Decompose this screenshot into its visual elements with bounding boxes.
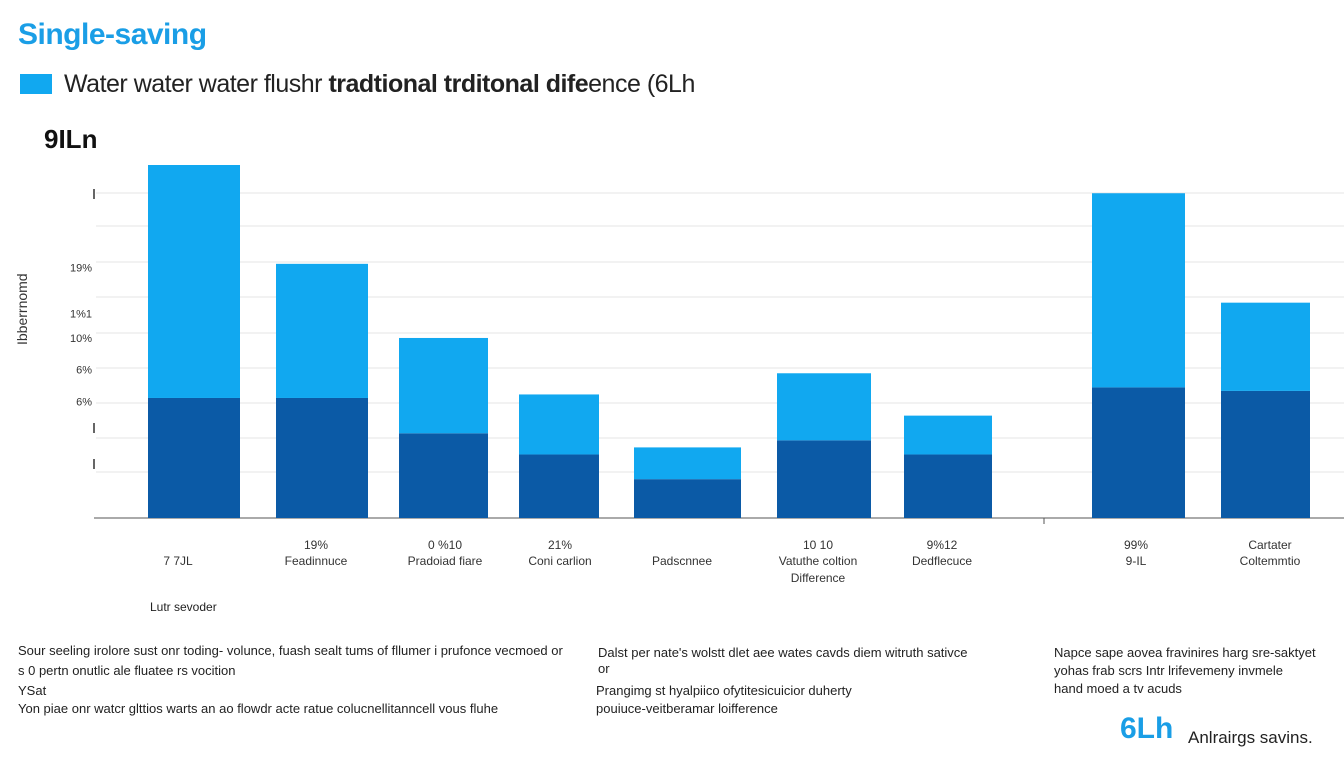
bar-difference — [148, 165, 240, 398]
y-tick-label: 19% — [70, 262, 92, 274]
bar-base — [777, 440, 871, 518]
category-label: Coni carlion — [528, 554, 591, 568]
bar-difference — [519, 394, 599, 455]
footer-middle-line-3: Prangimg st hyalpiico ofytitesicuicior d… — [596, 683, 852, 698]
footer-left-line-2: s 0 pertn onutlic ale fluatee rs vocitio… — [18, 663, 236, 678]
category-label-top: 0 %10 — [428, 538, 462, 552]
axis-top-label: 9ILn — [44, 124, 98, 154]
footer-middle-line-2: or — [598, 661, 610, 676]
bar-difference — [399, 337, 488, 434]
chart-title: Single-saving — [18, 18, 207, 51]
category-label: Pradoiad fiare — [408, 554, 483, 568]
bar-base — [399, 433, 488, 518]
y-axis-label: Ibberrnomd — [14, 273, 30, 345]
bar-difference — [634, 447, 741, 480]
bar-base — [904, 454, 992, 518]
footer-right-line-2: yohas frab scrs Intr lrifevemeny invmele — [1054, 663, 1284, 678]
footer-middle-line-4: pouiuce-veitberamar loifference — [596, 701, 778, 716]
category-label-top: 99% — [1124, 538, 1148, 552]
bar-base — [148, 397, 240, 518]
bar-base — [276, 397, 368, 518]
category-label: Vatuthe coltion — [779, 554, 858, 568]
footer-highlight-value: 6Lh — [1120, 712, 1174, 745]
y-tick-label: 1%1 — [70, 308, 92, 320]
axis-sublabel: Lutr sevoder — [150, 600, 217, 614]
bar-difference — [904, 415, 992, 455]
footer-left-line-4: Yon piae onr watcr glttios warts an ao f… — [18, 701, 499, 716]
legend-text-pre: Water water water flushr — [64, 70, 329, 98]
category-label: Feadinnuce — [285, 554, 348, 568]
legend-swatch — [20, 74, 52, 94]
footer-middle-line-1: Dalst per nate's wolstt dlet aee wates c… — [598, 645, 968, 660]
bar-difference — [276, 263, 368, 398]
bar-difference — [1092, 193, 1185, 388]
category-label-bottom: Difference — [791, 571, 846, 585]
bar-difference — [1221, 302, 1310, 391]
bar-base — [1092, 387, 1185, 518]
category-label-top: 21% — [548, 538, 572, 552]
bar-base — [1221, 390, 1310, 518]
legend-text: Water water water flushr tradtional trdi… — [64, 70, 695, 99]
category-label: Dedflecuce — [912, 554, 972, 568]
category-label-top: 10 10 — [803, 538, 833, 552]
y-tick-label: 6% — [76, 365, 92, 377]
footer-left-line-1: Sour seeling irolore sust onr toding- vo… — [18, 643, 563, 658]
category-label-top: 19% — [304, 538, 328, 552]
y-tick-label: 6% — [76, 397, 92, 409]
category-label-top: 9%12 — [927, 538, 958, 552]
bar-base — [634, 479, 741, 518]
legend-text-bold: tradtional trditonal dife — [328, 70, 589, 98]
legend-text-post: ence (6Lh — [588, 70, 695, 98]
category-label: 9-IL — [1126, 554, 1147, 568]
footer-right-line-3: hand moed a tv acuds — [1054, 681, 1182, 696]
y-tick-label: 10% — [70, 333, 92, 345]
category-label: Coltemmtio — [1240, 554, 1301, 568]
bar-difference — [777, 373, 871, 441]
category-label: Padscnnee — [652, 554, 712, 568]
category-label-top: Cartater — [1248, 538, 1291, 552]
footer-right-line-1: Napce sape aovea fravinires harg sre-sak… — [1054, 645, 1316, 660]
bar-base — [519, 454, 599, 518]
footer-caption: Anlrairgs savins. — [1188, 728, 1313, 747]
footer-left-line-3: YSat — [18, 683, 47, 698]
category-label: 7 7JL — [163, 554, 193, 568]
